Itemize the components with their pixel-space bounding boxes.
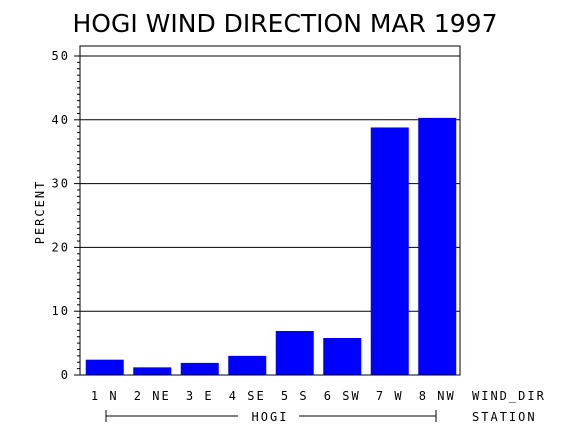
group-label: HOGI bbox=[252, 410, 289, 424]
bar-6 bbox=[323, 337, 362, 375]
x-tick-label: 6 SW bbox=[324, 389, 361, 403]
x-tick-label: 4 SE bbox=[229, 389, 266, 403]
group-axis-label: STATION bbox=[472, 410, 537, 424]
y-tick-label: 10 bbox=[52, 304, 70, 318]
bar-7 bbox=[370, 127, 409, 376]
y-axis-label: PERCENT bbox=[33, 180, 47, 245]
bar-8 bbox=[418, 117, 457, 376]
y-tick-label: 50 bbox=[52, 49, 70, 63]
x-tick-label: 5 S bbox=[281, 389, 309, 403]
y-tick-labels: 0 10 20 30 40 50 bbox=[52, 49, 70, 382]
y-tick-label: 40 bbox=[52, 113, 70, 127]
plot-frame bbox=[79, 45, 461, 376]
y-tick-label: 30 bbox=[52, 177, 70, 191]
bar-4 bbox=[228, 355, 267, 375]
bar-2 bbox=[133, 367, 172, 375]
bars bbox=[85, 117, 457, 376]
y-tick-label: 0 bbox=[61, 368, 70, 382]
x-tick-label: 8 NW bbox=[419, 389, 456, 403]
y-tick-label: 20 bbox=[52, 240, 70, 254]
x-tick-label: 7 W bbox=[376, 389, 404, 403]
x-tick-labels: 1 N 2 NE 3 E 4 SE 5 S 6 SW 7 W 8 NW bbox=[91, 389, 456, 403]
bar-3 bbox=[180, 362, 219, 375]
x-axis-label: WIND_DIR bbox=[472, 389, 546, 403]
x-tick-label: 3 E bbox=[186, 389, 214, 403]
chart-title: HOGI WIND DIRECTION MAR 1997 bbox=[73, 9, 498, 38]
x-tick-label: 2 NE bbox=[134, 389, 171, 403]
x-tick-label: 1 N bbox=[91, 389, 119, 403]
bar-1 bbox=[85, 359, 124, 375]
bar-5 bbox=[275, 330, 314, 375]
